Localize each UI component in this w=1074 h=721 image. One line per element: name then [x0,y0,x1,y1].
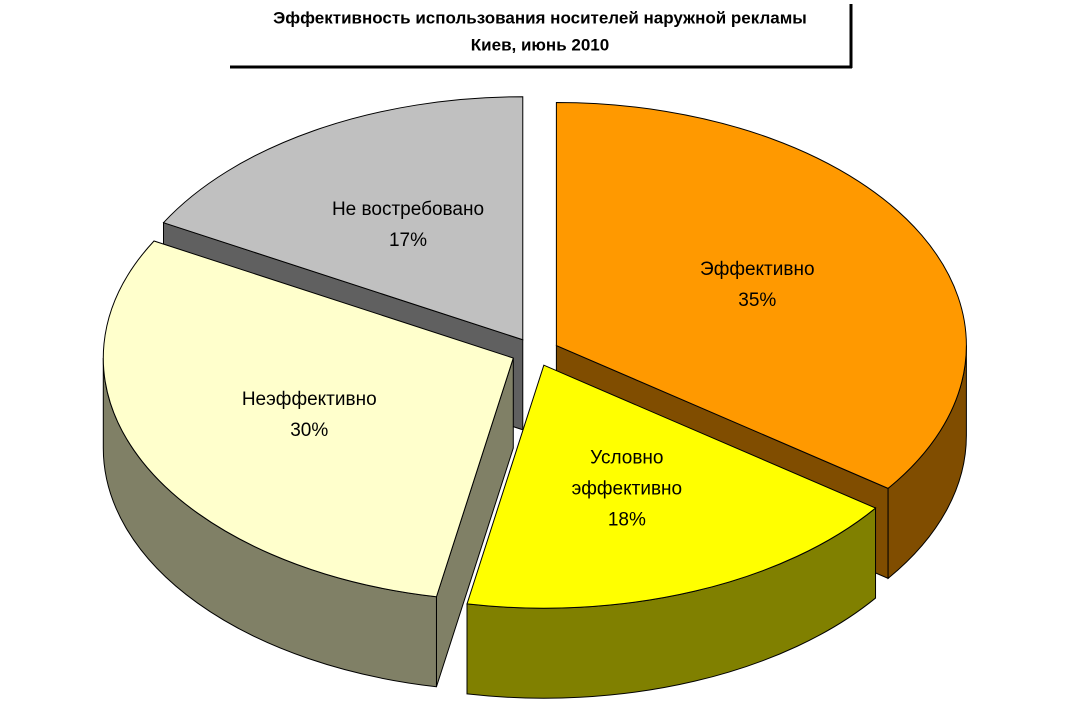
category-label: Неэффективно [241,388,377,410]
slice [102,240,514,598]
chart-title: Эффективность использования носителей на… [273,8,807,27]
value-label: 18% [607,509,646,531]
category-label: Эффективно [700,258,815,280]
pie [102,96,967,699]
slice-label: Не востребовано 17% [328,194,488,256]
slice-label: Условно эффективно 18% [547,443,707,536]
slice-label: Эффективно 35% [677,254,837,316]
category-label: Не востребовано [331,198,485,220]
value-label: 30% [290,419,329,441]
slice [555,102,967,489]
category-label: Условно эффективно [571,447,683,500]
slice-label: Неэффективно 30% [229,384,389,446]
value-label: 17% [388,229,427,251]
slice [162,96,524,341]
value-label: 35% [738,289,777,311]
slice [466,364,877,609]
chart-subtitle: Киев, июнь 2010 [471,35,609,54]
